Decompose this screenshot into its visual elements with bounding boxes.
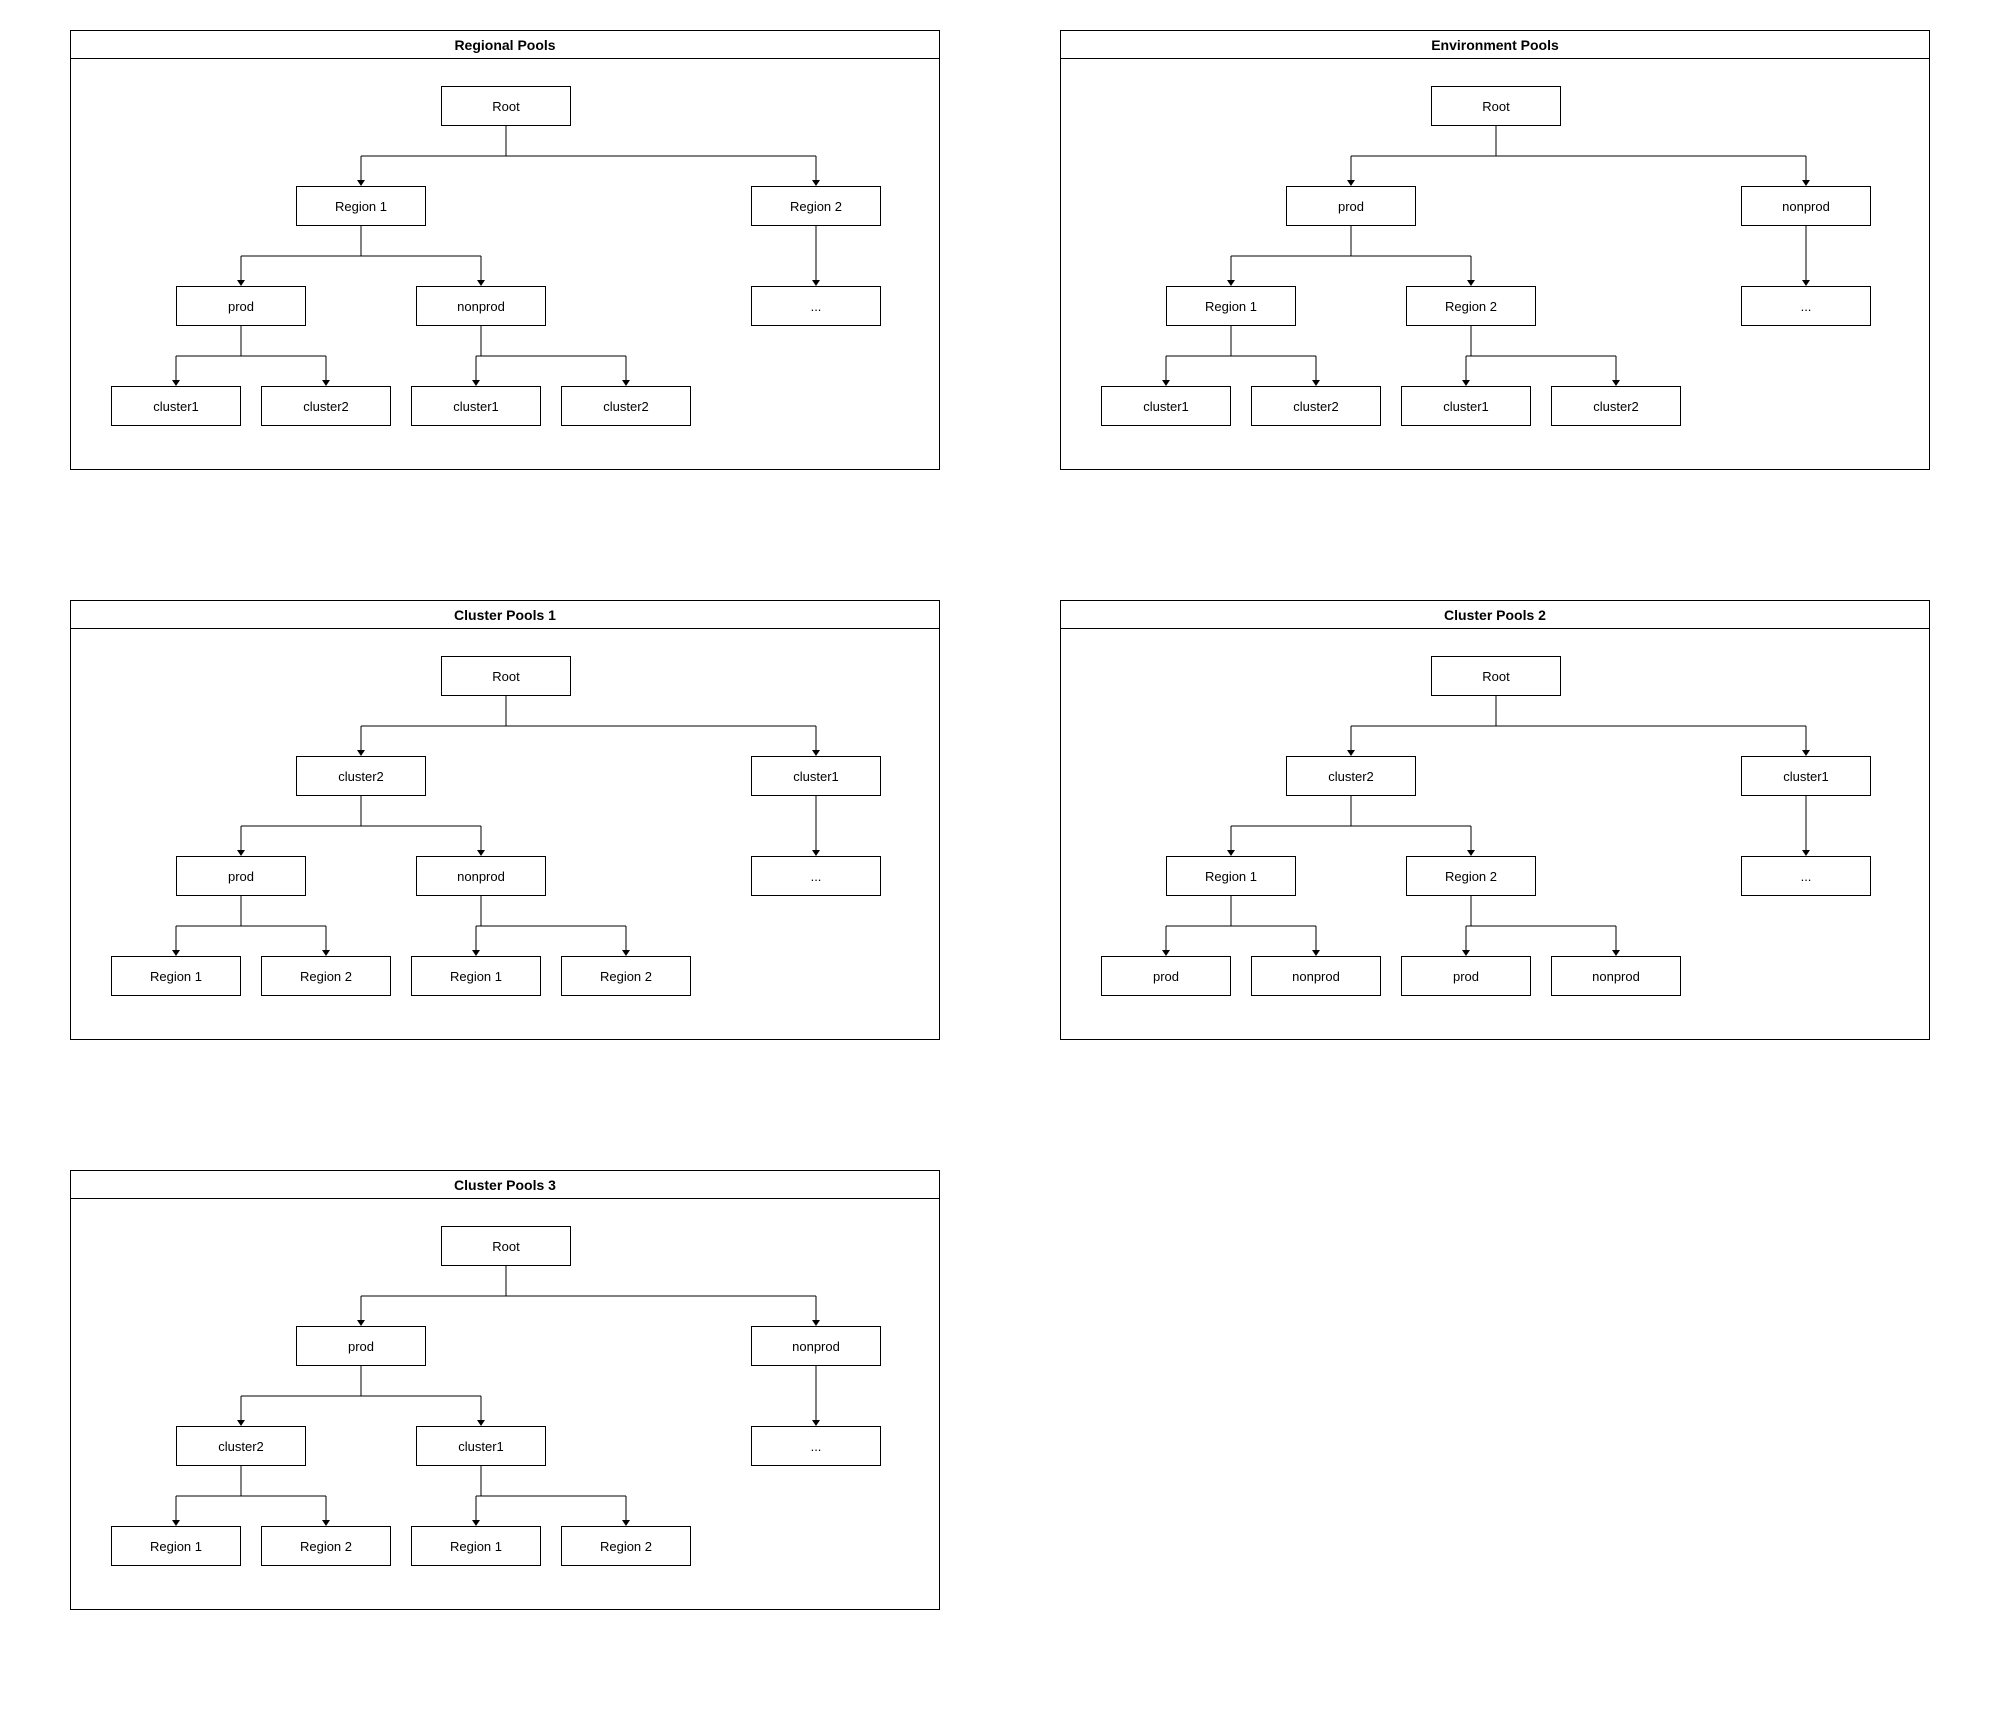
tree-node: Root — [1431, 656, 1561, 696]
tree-node: cluster1 — [111, 386, 241, 426]
panel-title: Cluster Pools 1 — [71, 601, 939, 629]
tree-node: Region 1 — [111, 956, 241, 996]
tree-node: Region 1 — [111, 1526, 241, 1566]
tree-node: cluster2 — [296, 756, 426, 796]
tree-node: nonprod — [1251, 956, 1381, 996]
tree-node: cluster1 — [416, 1426, 546, 1466]
tree-node: Region 2 — [561, 956, 691, 996]
tree-node: prod — [296, 1326, 426, 1366]
tree-node: nonprod — [751, 1326, 881, 1366]
tree-node: nonprod — [416, 856, 546, 896]
tree-node: Region 2 — [751, 186, 881, 226]
tree-node: cluster2 — [261, 386, 391, 426]
tree-node: Region 1 — [411, 956, 541, 996]
tree-node: Region 1 — [296, 186, 426, 226]
tree-node: cluster1 — [1741, 756, 1871, 796]
tree-node: ... — [751, 856, 881, 896]
tree-node: ... — [1741, 286, 1871, 326]
tree-node: cluster2 — [561, 386, 691, 426]
tree-node: prod — [176, 856, 306, 896]
tree-node: prod — [1101, 956, 1231, 996]
tree-node: cluster2 — [1286, 756, 1416, 796]
tree-node: Region 1 — [411, 1526, 541, 1566]
diagram-canvas: Regional PoolsRootRegion 1Region 2prodno… — [0, 0, 2000, 1710]
panel-regional: Regional Pools Root Region 1 Region 2 prod no… — [70, 30, 940, 470]
tree-node: Region 2 — [261, 1526, 391, 1566]
tree-node: cluster1 — [411, 386, 541, 426]
panel-environment: Environment Pools Root prod nonprod Region 1… — [1060, 30, 1930, 470]
tree-node: nonprod — [416, 286, 546, 326]
tree-node: nonprod — [1741, 186, 1871, 226]
tree-node: cluster1 — [1401, 386, 1531, 426]
tree-node: nonprod — [1551, 956, 1681, 996]
panel-title: Cluster Pools 3 — [71, 1171, 939, 1199]
tree-node: prod — [1286, 186, 1416, 226]
tree-node: Root — [1431, 86, 1561, 126]
panel-cluster3: Cluster Pools 3 Root prod nonprod cluster2 cl… — [70, 1170, 940, 1610]
tree-node: cluster2 — [1551, 386, 1681, 426]
panel-cluster1: Cluster Pools 1 Root cluster2 cluster1 prod n… — [70, 600, 940, 1040]
tree-node: ... — [751, 286, 881, 326]
tree-node: prod — [1401, 956, 1531, 996]
tree-node: Region 1 — [1166, 286, 1296, 326]
tree-node: ... — [751, 1426, 881, 1466]
panel-title: Regional Pools — [71, 31, 939, 59]
tree-node: Region 2 — [1406, 856, 1536, 896]
tree-node: Root — [441, 86, 571, 126]
tree-node: prod — [176, 286, 306, 326]
tree-node: cluster1 — [1101, 386, 1231, 426]
tree-node: ... — [1741, 856, 1871, 896]
tree-node: Region 2 — [561, 1526, 691, 1566]
tree-node: Region 2 — [261, 956, 391, 996]
tree-node: Region 1 — [1166, 856, 1296, 896]
panel-title: Environment Pools — [1061, 31, 1929, 59]
tree-node: Root — [441, 1226, 571, 1266]
tree-node: Region 2 — [1406, 286, 1536, 326]
panel-cluster2: Cluster Pools 2 Root cluster2 cluster1 Regio… — [1060, 600, 1930, 1040]
tree-node: Root — [441, 656, 571, 696]
tree-node: cluster1 — [751, 756, 881, 796]
tree-node: cluster2 — [176, 1426, 306, 1466]
tree-node: cluster2 — [1251, 386, 1381, 426]
panel-title: Cluster Pools 2 — [1061, 601, 1929, 629]
